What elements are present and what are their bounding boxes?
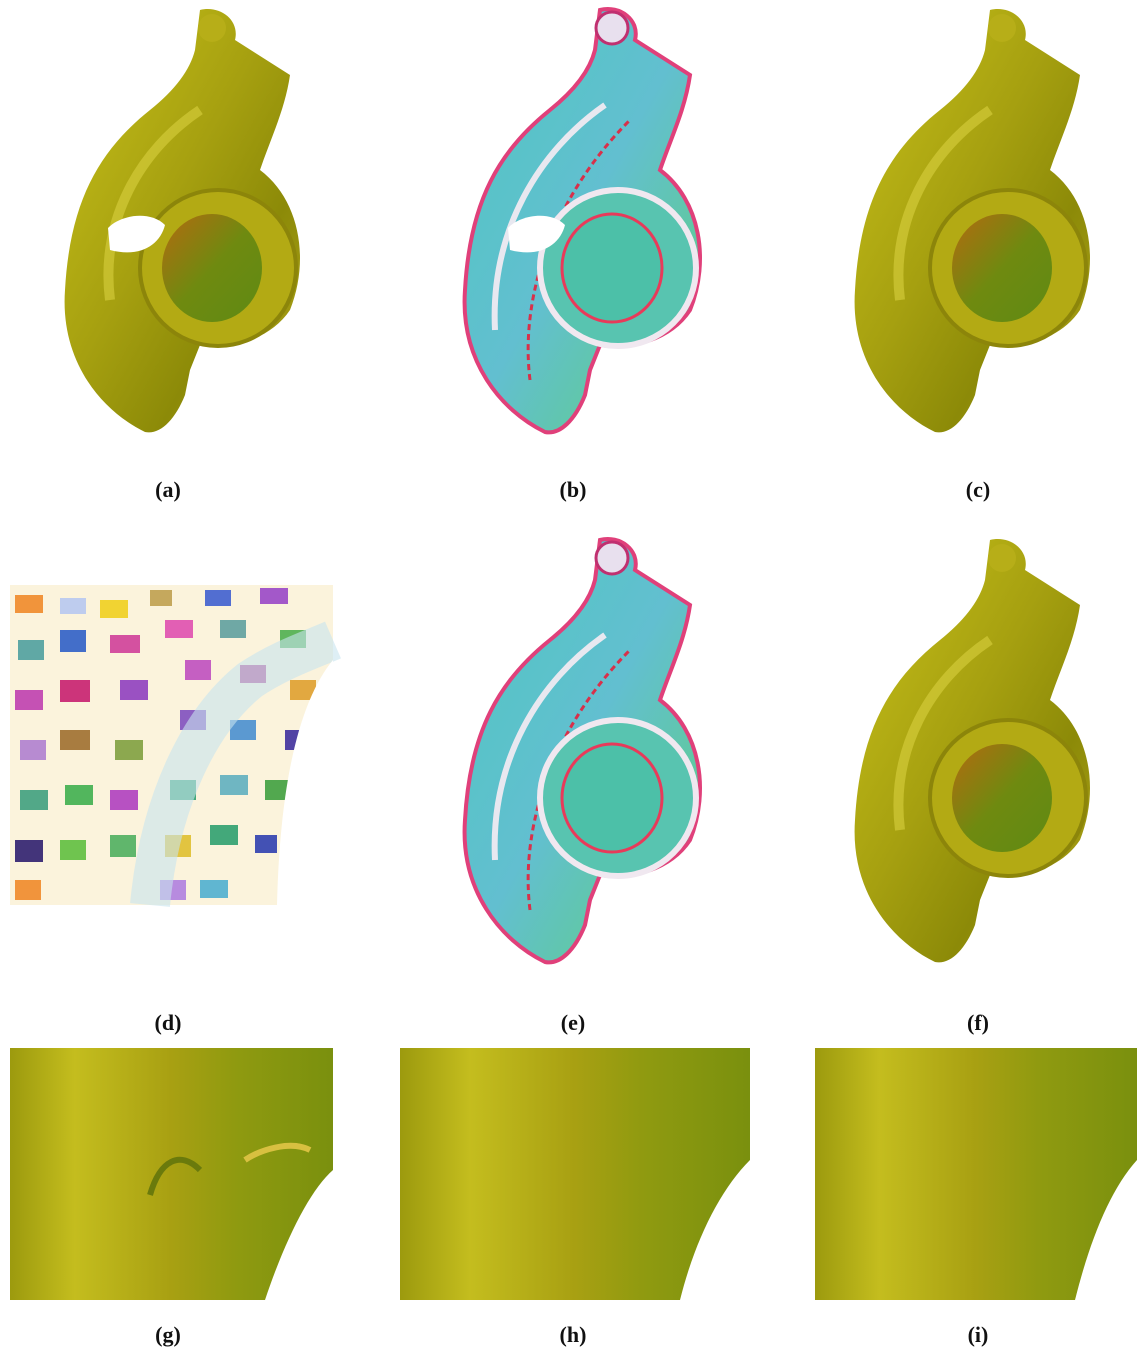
panel-b-image (465, 9, 700, 432)
panel-label: (h) (560, 1322, 587, 1347)
panel-label: (b) (560, 477, 587, 502)
panel-label: (a) (155, 477, 181, 502)
panel-label: (d) (155, 1010, 182, 1035)
panel-label: (e) (561, 1010, 585, 1035)
panel-f-image (855, 539, 1090, 962)
panel-label: (g) (155, 1322, 181, 1347)
figure: (a) (b) (c) (d) (e) (f) (g) (h) (i) (0, 0, 1137, 1362)
panel-a-image (65, 9, 300, 432)
panel-label: (f) (967, 1010, 989, 1035)
panel-g-image (10, 1048, 333, 1300)
panel-i-image (815, 1048, 1137, 1300)
panel-h-image (400, 1048, 750, 1300)
panel-label: (c) (966, 477, 990, 502)
panel-e-image (465, 539, 700, 962)
panel-d-image (10, 585, 333, 905)
panel-label: (i) (968, 1322, 989, 1347)
panel-c-image (855, 9, 1090, 432)
